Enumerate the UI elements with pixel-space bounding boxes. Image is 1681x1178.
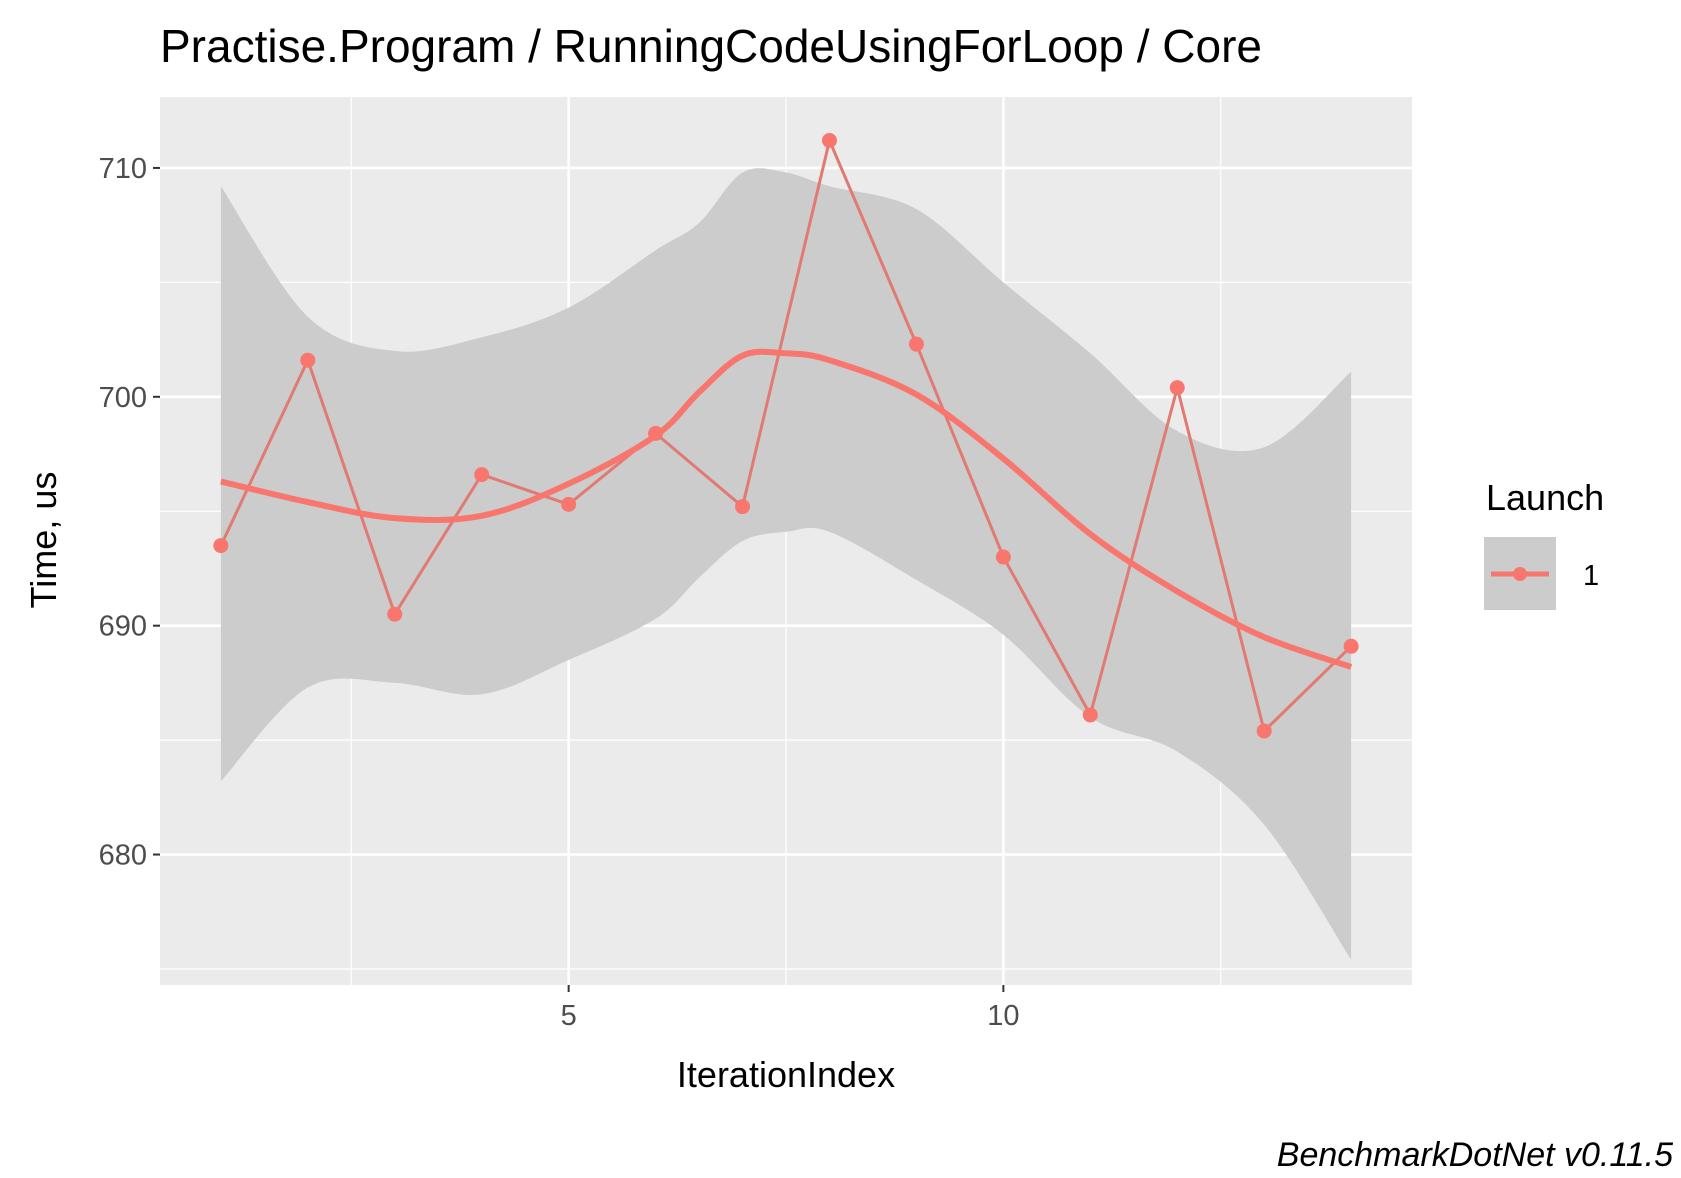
- x-axis-title: IterationIndex: [677, 1054, 895, 1095]
- y-tick-label: 700: [99, 382, 147, 414]
- series-line: [219, 135, 1353, 734]
- data-point: [1169, 380, 1185, 396]
- x-tick-label: 10: [987, 1000, 1019, 1032]
- legend-label: 1: [1583, 560, 1599, 592]
- y-axis-ticks: 680 690 700 710: [99, 153, 160, 872]
- data-point: [474, 467, 490, 483]
- caption: BenchmarkDotNet v0.11.5: [1277, 1136, 1673, 1174]
- y-tick-label: 690: [99, 611, 147, 643]
- data-point: [300, 352, 316, 368]
- data-point: [213, 538, 229, 554]
- y-tick-label: 710: [99, 153, 147, 185]
- data-point: [908, 336, 924, 352]
- chart-title: Practise.Program / RunningCodeUsingForLo…: [160, 20, 1262, 72]
- data-points: [213, 132, 1359, 739]
- data-point: [1082, 707, 1098, 723]
- y-axis-title: Time, us: [23, 472, 64, 609]
- data-point: [648, 425, 664, 441]
- data-point: [561, 496, 577, 512]
- legend-title: Launch: [1486, 477, 1604, 518]
- smooth-trend-line: [220, 348, 1353, 670]
- data-point: [995, 549, 1011, 565]
- x-tick-label: 5: [561, 1000, 577, 1032]
- x-axis-ticks: 5 10: [561, 985, 1019, 1032]
- legend-point-swatch: [1513, 567, 1527, 581]
- data-point: [387, 606, 403, 622]
- data-point: [1343, 638, 1359, 654]
- data-point: [735, 499, 751, 515]
- legend: Launch 1: [1484, 477, 1604, 610]
- confidence-ribbon: [220, 168, 1352, 960]
- data-point: [1256, 723, 1272, 739]
- y-tick-label: 680: [99, 840, 147, 872]
- data-point: [821, 132, 837, 148]
